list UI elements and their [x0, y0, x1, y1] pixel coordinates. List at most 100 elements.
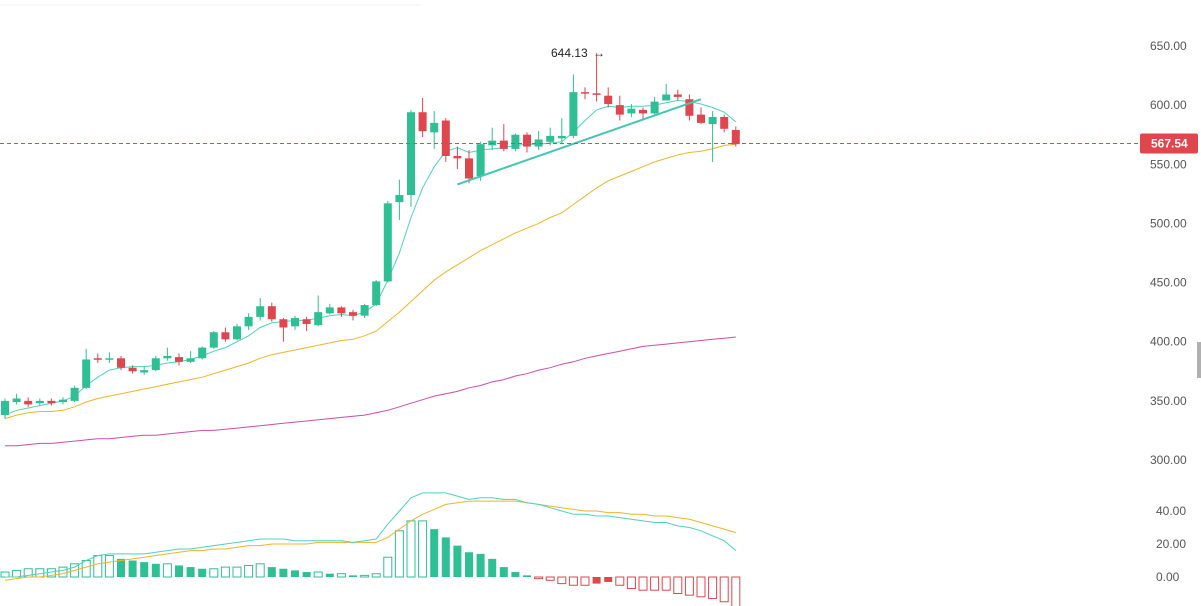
histogram-bar	[81, 560, 91, 578]
candle-body	[47, 400, 56, 404]
histogram-bar	[523, 575, 531, 577]
histogram-bar	[220, 566, 230, 578]
candle-body	[209, 332, 218, 348]
candle-body	[198, 347, 207, 359]
candle-body	[627, 108, 636, 114]
candle-body	[708, 116, 717, 125]
histogram-bar	[673, 576, 683, 594]
y-tick-label: 550.00	[1150, 157, 1187, 171]
candle-body	[267, 306, 276, 320]
candle-body	[82, 359, 91, 388]
histogram-bar	[615, 576, 625, 586]
candle-body	[291, 318, 299, 327]
indicator-tick-label: 20.00	[1156, 537, 1186, 551]
histogram-bar	[534, 576, 544, 580]
y-tick-label: 400.00	[1150, 335, 1187, 349]
histogram-bar	[325, 573, 334, 577]
candle-body	[186, 358, 195, 362]
histogram-bar	[465, 552, 473, 577]
candle-body	[499, 140, 508, 149]
candle-body	[592, 93, 601, 95]
indicator-panel	[0, 492, 741, 606]
histogram-bar	[58, 566, 68, 578]
candle-body	[337, 307, 346, 314]
candle-body	[128, 367, 137, 372]
macd-line	[5, 492, 737, 578]
histogram-bar	[511, 572, 520, 577]
trendline	[457, 98, 702, 186]
candle-body	[534, 139, 543, 147]
histogram-bar	[291, 570, 299, 577]
candle-body	[731, 129, 740, 145]
candle-body	[557, 135, 566, 139]
ma-short-line	[4, 99, 737, 416]
histogram-bar	[104, 555, 114, 578]
price-panel	[1, 53, 740, 447]
signal-line	[4, 500, 736, 581]
histogram-bar	[117, 558, 125, 577]
candle-body	[523, 134, 531, 147]
histogram-bar	[499, 567, 508, 577]
histogram-bar	[476, 553, 485, 577]
histogram-bar	[198, 568, 207, 577]
histogram-bar	[151, 563, 160, 577]
candle-body	[476, 144, 485, 177]
histogram-bar	[430, 529, 439, 577]
candle-body	[140, 370, 149, 373]
candle-body	[650, 101, 659, 114]
histogram-bar	[371, 573, 381, 578]
histogram-bar	[394, 530, 404, 578]
price-axis: 650.00 600.00 550.00 500.00 450.00 400.00 350.…	[1150, 39, 1187, 467]
histogram-bar	[12, 569, 22, 578]
candle-body	[673, 94, 682, 97]
candle-body	[279, 319, 288, 328]
histogram-bar	[336, 573, 346, 578]
ma-mid-line	[4, 143, 736, 420]
candle-body	[349, 312, 357, 316]
histogram-bar	[349, 575, 357, 577]
candle-body	[244, 316, 253, 327]
histogram-bar	[255, 563, 265, 578]
histogram-bar	[708, 576, 718, 599]
histogram-bar	[360, 574, 370, 578]
histogram-bar	[638, 576, 648, 591]
histogram-bar	[186, 567, 195, 577]
histogram-bar	[441, 537, 450, 577]
ma-long-line	[5, 336, 736, 447]
histogram-bar	[580, 576, 590, 586]
candle-body	[163, 355, 172, 359]
histogram-bar	[313, 571, 323, 578]
candle-body	[546, 135, 555, 142]
histogram-bar	[696, 576, 706, 598]
histogram-bar	[209, 568, 219, 578]
candle-body	[604, 95, 613, 104]
histogram-bar	[406, 520, 416, 578]
candle-body	[615, 105, 624, 115]
candle-body	[418, 112, 427, 132]
histogram-bar	[626, 576, 636, 590]
candle-body	[314, 312, 323, 326]
candle-body	[360, 305, 369, 316]
histogram-bar	[453, 545, 462, 577]
y-tick-label: 600.00	[1150, 98, 1187, 112]
candle-body	[233, 326, 241, 340]
candle-body	[117, 358, 125, 368]
panel-handle[interactable]	[1197, 342, 1201, 378]
candle-body	[383, 203, 392, 282]
candle-body	[639, 109, 647, 114]
current-price-badge	[1140, 133, 1198, 154]
candle-body	[1, 400, 9, 416]
candle-body	[453, 156, 462, 159]
candle-body	[488, 140, 497, 146]
candle-body	[151, 358, 160, 371]
y-tick-label: 500.00	[1150, 216, 1187, 230]
histogram-bar	[650, 576, 660, 591]
histogram-bar	[661, 576, 671, 591]
histogram-bar	[418, 520, 428, 578]
candle-body	[12, 398, 21, 403]
histogram-bar	[140, 562, 149, 577]
candle-body	[325, 307, 334, 314]
histogram-bar	[731, 576, 741, 606]
histogram-bar	[162, 563, 172, 578]
